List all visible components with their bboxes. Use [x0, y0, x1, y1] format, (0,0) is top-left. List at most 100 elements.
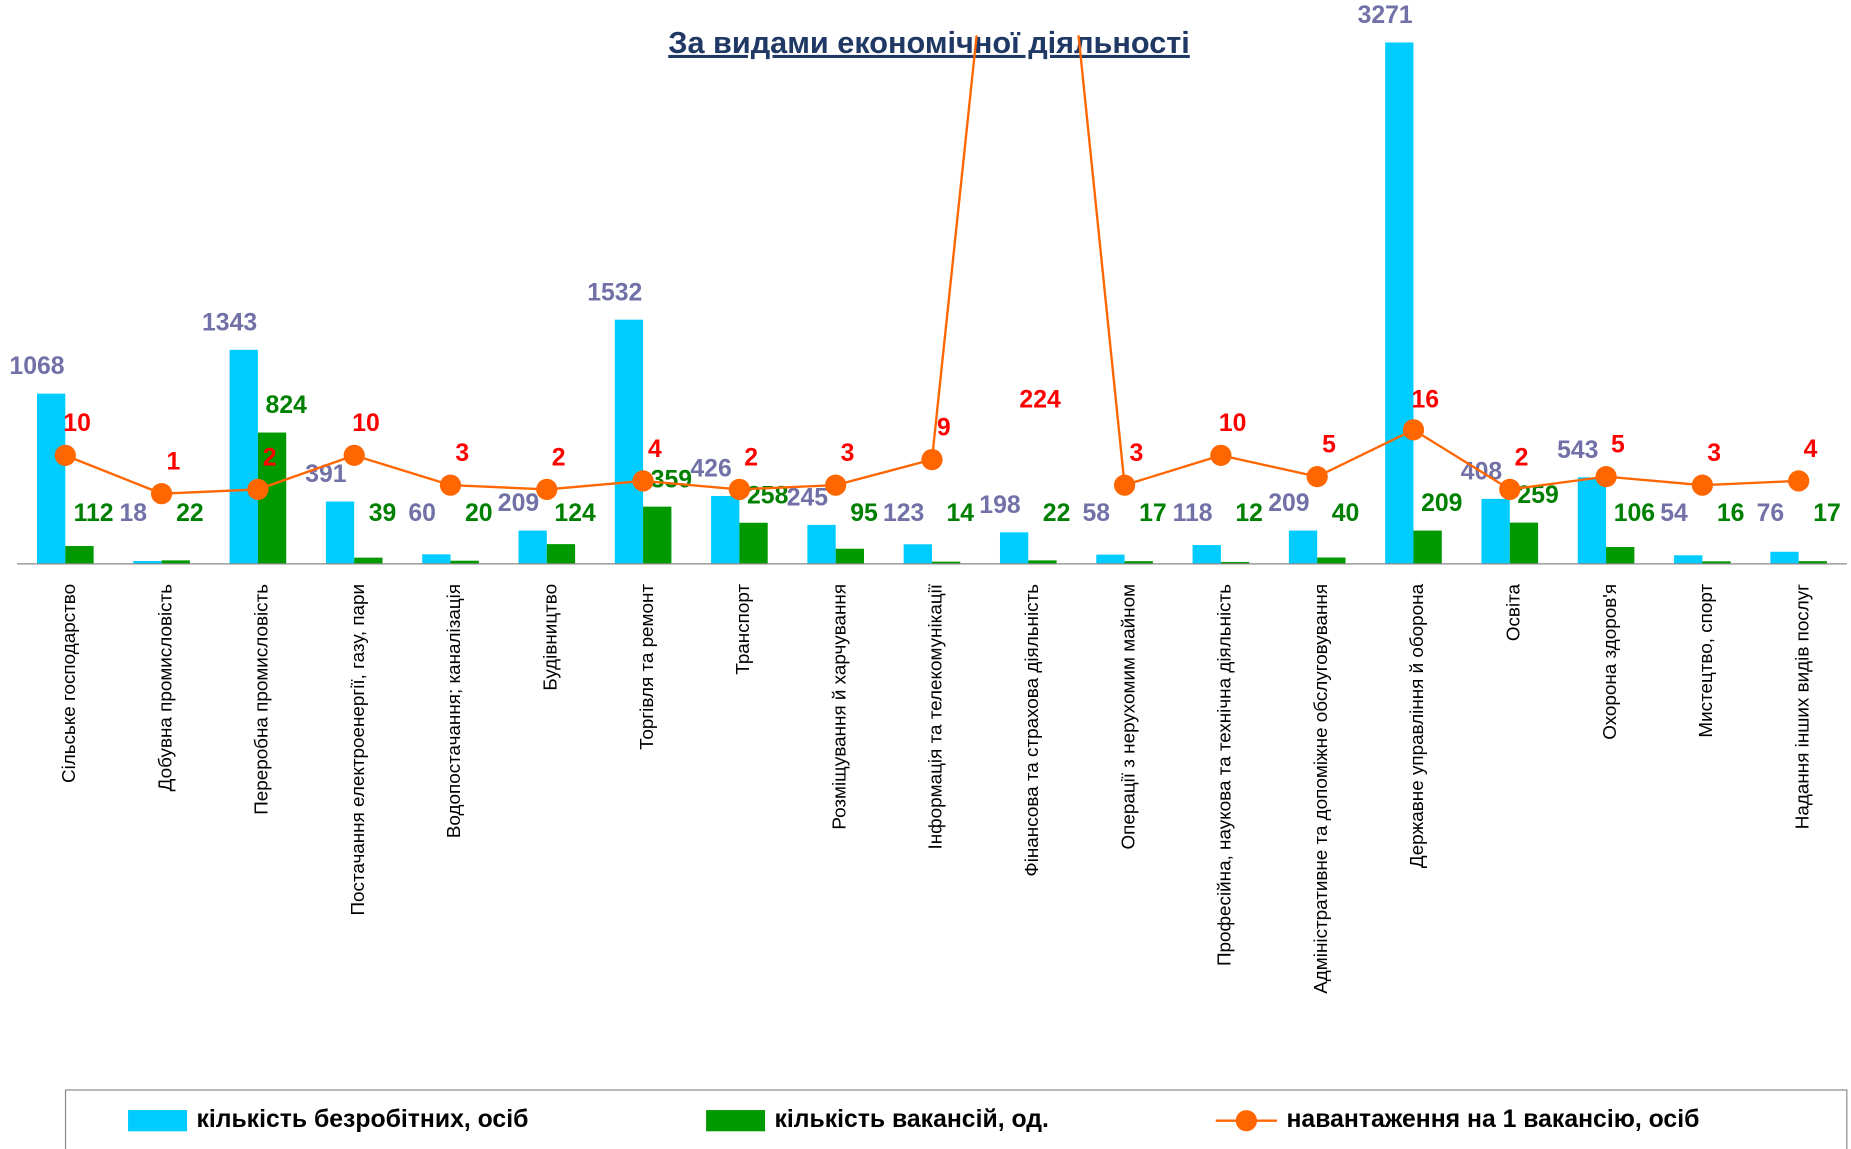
data-label: 16	[1717, 500, 1745, 527]
data-label: 39	[369, 500, 397, 527]
bar	[450, 560, 479, 564]
data-label: 118	[1173, 500, 1213, 527]
data-label: 1	[167, 449, 181, 476]
bar	[1220, 561, 1250, 564]
bar	[1674, 555, 1703, 564]
data-label: 18	[120, 500, 148, 527]
data-label: 209	[1421, 490, 1462, 517]
bar	[1288, 530, 1318, 564]
x-tick-label: Водопостачання; каналізація	[443, 584, 464, 838]
data-label: 3	[455, 440, 469, 467]
bar	[422, 554, 451, 564]
bar	[1385, 42, 1414, 564]
bar	[1413, 530, 1442, 564]
data-label: 1068	[9, 353, 64, 380]
line-marker	[728, 478, 751, 501]
x-tick-label: Транспорт	[732, 584, 753, 675]
data-label: 224	[1019, 387, 1061, 414]
bar	[1192, 545, 1221, 564]
data-label: 124	[554, 500, 596, 527]
data-label: 2	[552, 444, 566, 471]
bar	[1770, 551, 1799, 564]
data-label: 14	[947, 500, 975, 527]
x-tick-label: Мистецтво, спорт	[1695, 584, 1716, 738]
bar	[807, 524, 836, 564]
x-tick-label: Фінансова та страхова діяльність	[1021, 584, 1042, 877]
x-tick-label: Охорона здоров'я	[1599, 584, 1620, 740]
x-tick-label: Постачання електроенергії, газу, пари	[347, 584, 368, 916]
x-tick-label: Торгівля та ремонт	[636, 584, 657, 750]
data-label: 3	[841, 440, 855, 467]
data-label: 359	[651, 466, 692, 493]
data-label: 4	[1804, 436, 1818, 463]
line-marker	[1306, 466, 1328, 488]
bar	[999, 532, 1029, 564]
data-label: 12	[1235, 500, 1263, 527]
data-label: 95	[850, 500, 878, 527]
data-label: 1343	[202, 309, 257, 336]
bar	[835, 548, 865, 564]
legend-box	[64, 1089, 1848, 1149]
data-label: 209	[498, 490, 539, 517]
data-label: 76	[1757, 500, 1785, 527]
data-label: 22	[1043, 500, 1071, 527]
line-marker	[921, 448, 943, 471]
data-label: 123	[883, 500, 924, 527]
data-label: 54	[1660, 500, 1688, 527]
bar	[1606, 546, 1635, 564]
data-label: 3	[1707, 440, 1721, 467]
line-marker	[1595, 466, 1617, 488]
bar	[903, 544, 932, 564]
data-label: 5	[1322, 432, 1336, 459]
bar	[518, 530, 547, 564]
line-marker	[343, 444, 365, 466]
legend-swatch	[1235, 1110, 1257, 1132]
data-label: 10	[352, 410, 380, 437]
data-label: 17	[1139, 500, 1167, 527]
x-tick-label: Професійна, наукова та технічна діяльніс…	[1214, 584, 1235, 966]
legend-label: кількість вакансій, од.	[775, 1106, 1049, 1133]
data-label: 9	[937, 414, 951, 441]
data-label: 426	[690, 456, 731, 483]
data-label: 543	[1557, 437, 1598, 464]
data-label: 16	[1411, 387, 1439, 414]
data-label: 198	[979, 492, 1021, 519]
line-marker	[1499, 478, 1521, 501]
bar	[1481, 498, 1510, 564]
data-label: 60	[408, 500, 436, 527]
line-marker	[1788, 470, 1810, 492]
bar	[739, 522, 768, 564]
x-tick-label: Операції з нерухомим майном	[1117, 584, 1138, 850]
legend-swatch	[128, 1110, 188, 1132]
data-label: 106	[1614, 500, 1655, 527]
data-label: 3271	[1358, 2, 1413, 29]
data-label: 1532	[587, 279, 642, 306]
x-tick-label: Переробна промисловість	[251, 584, 272, 815]
line-marker	[536, 478, 558, 501]
x-tick-label: Надання інших видів послуг	[1791, 584, 1812, 829]
data-label: 22	[176, 500, 204, 527]
bar	[546, 544, 576, 564]
bar	[711, 495, 740, 564]
legend-label: навантаження на 1 вакансію, осіб	[1286, 1106, 1699, 1133]
data-label: 17	[1813, 500, 1841, 527]
line-marker	[825, 474, 847, 496]
bar	[36, 393, 66, 564]
x-tick-label: Інформація та телекомунікації	[925, 583, 946, 849]
bar	[65, 546, 94, 564]
line	[64, 35, 1799, 495]
data-label: 5	[1611, 432, 1625, 459]
line-marker	[1402, 419, 1425, 441]
data-label: 10	[63, 410, 91, 437]
bar	[161, 560, 190, 564]
bar	[1124, 561, 1153, 564]
legend-label: кількість безробітних, осіб	[196, 1106, 528, 1133]
line-marker	[439, 474, 462, 496]
data-label: 245	[787, 484, 829, 511]
bar	[1509, 522, 1539, 564]
data-label: 209	[1268, 490, 1309, 517]
line-marker	[1691, 474, 1713, 496]
bar	[1702, 561, 1731, 564]
data-label: 2	[263, 444, 277, 471]
